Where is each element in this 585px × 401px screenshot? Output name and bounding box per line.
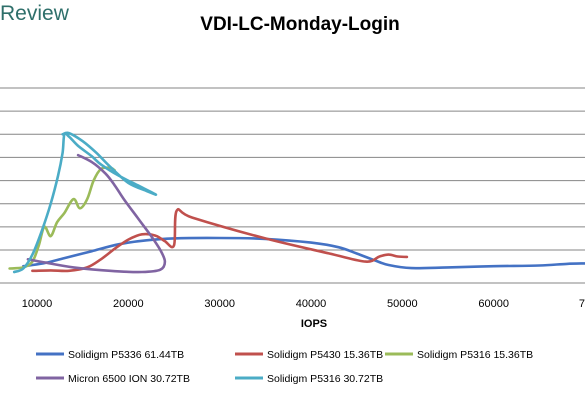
series-line <box>8 166 116 270</box>
legend-label: Micron 6500 ION 30.72TB <box>68 373 190 385</box>
x-tick-label: 70 <box>579 298 585 310</box>
x-tick-label: 10000 <box>22 298 53 310</box>
series-line <box>31 207 409 273</box>
x-tick-label: 60000 <box>478 298 509 310</box>
legend-item: Solidigm P5430 15.36TB <box>235 349 383 361</box>
x-tick-label: 50000 <box>387 298 418 310</box>
x-tick-label: 30000 <box>204 298 235 310</box>
legend: Solidigm P5336 61.44TB Solidigm P5430 15.… <box>36 349 533 385</box>
legend-item: Solidigm P5336 61.44TB <box>36 349 184 361</box>
x-tick-labels: 10000 20000 30000 40000 50000 60000 70 <box>22 298 585 310</box>
series-line <box>12 131 158 274</box>
legend-item: Solidigm P5316 30.72TB <box>235 373 383 385</box>
legend-item: Solidigm P5316 15.36TB <box>385 349 533 361</box>
x-tick-label: 20000 <box>113 298 144 310</box>
x-tick-label: 40000 <box>296 298 327 310</box>
legend-label: Solidigm P5430 15.36TB <box>267 349 383 361</box>
x-axis-label: IOPS <box>301 318 327 330</box>
series-line <box>22 236 585 270</box>
series-lines <box>8 131 585 274</box>
legend-label: Solidigm P5316 15.36TB <box>417 349 533 361</box>
brand-logo-text: Review <box>0 2 69 25</box>
legend-item: Micron 6500 ION 30.72TB <box>36 373 190 385</box>
series-line <box>26 153 167 274</box>
legend-label: Solidigm P5316 30.72TB <box>267 373 383 385</box>
grid-lines <box>0 87 585 251</box>
legend-label: Solidigm P5336 61.44TB <box>68 349 184 361</box>
chart-title: VDI-LC-Monday-Login <box>200 14 400 35</box>
